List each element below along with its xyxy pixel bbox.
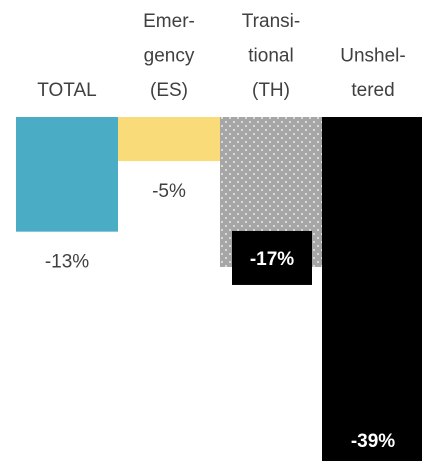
value-label: -5%	[152, 181, 186, 202]
bar	[322, 117, 422, 461]
x-tick-label: (TH)	[252, 80, 290, 101]
x-tick-label: Unshel-	[340, 46, 405, 67]
x-tick-label: tered	[351, 80, 394, 101]
x-tick-label: Transi-	[242, 11, 300, 32]
bar	[118, 117, 220, 162]
x-tick-label: gency	[144, 46, 195, 67]
value-label: -13%	[45, 252, 89, 273]
x-tick-label: (ES)	[150, 80, 188, 101]
bar	[16, 117, 118, 232]
x-tick-label: tional	[248, 46, 293, 67]
value-label: -17%	[250, 249, 294, 270]
value-label: -39%	[351, 431, 395, 452]
x-tick-label: TOTAL	[37, 80, 96, 101]
value-label-box	[232, 230, 312, 285]
x-tick-label: Emer-	[143, 11, 195, 32]
